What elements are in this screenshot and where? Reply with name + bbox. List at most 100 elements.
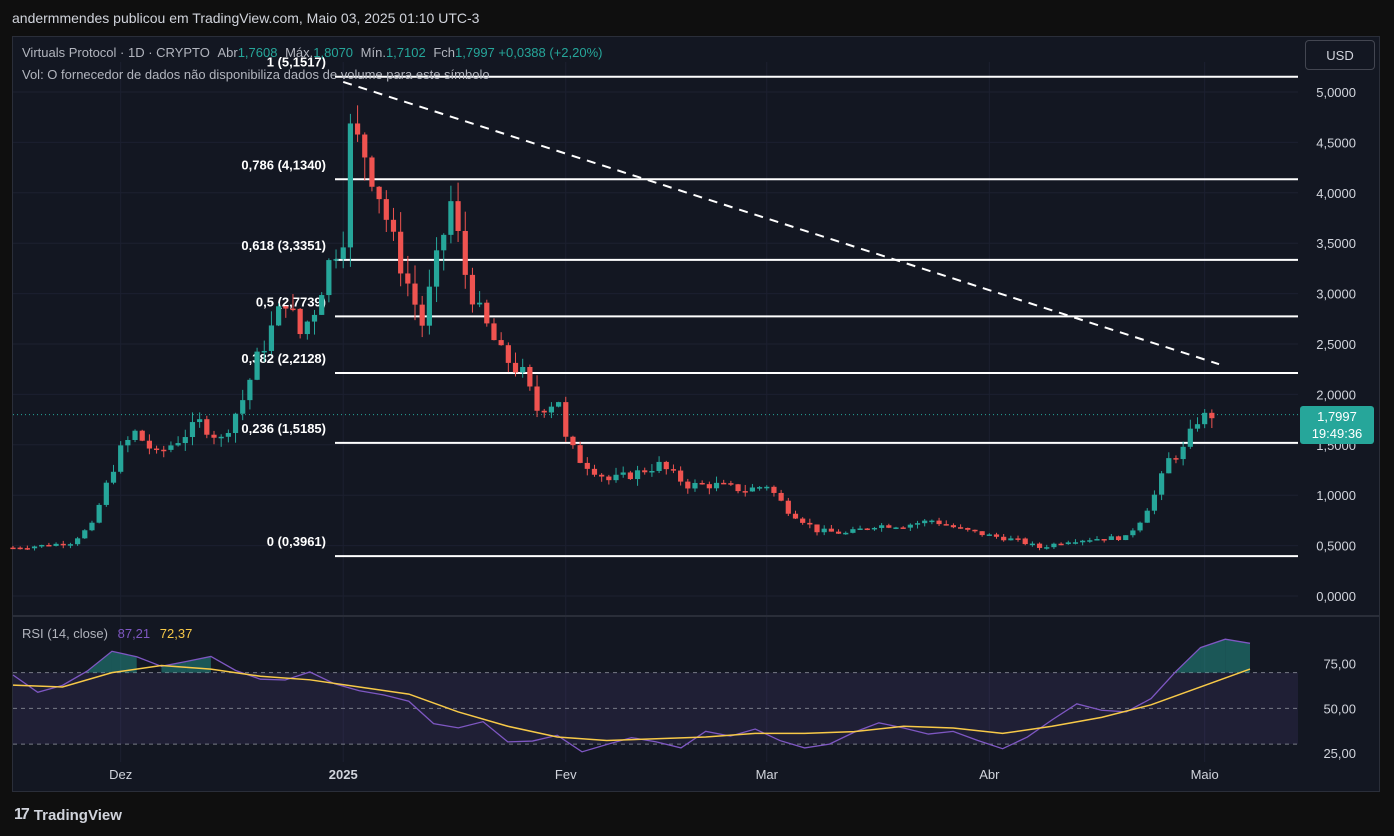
candle-body xyxy=(512,362,519,373)
candle-body xyxy=(405,273,411,284)
candle-body xyxy=(103,482,109,505)
close-value: 1,7997 xyxy=(455,45,495,60)
candle-body xyxy=(577,445,583,463)
last-price-value: 1,7997 xyxy=(1317,409,1357,424)
rsi-overbought-fill xyxy=(1225,639,1250,673)
candle-body xyxy=(1159,473,1165,495)
rsi-overbought-fill xyxy=(111,651,137,673)
time-tick-label: Fev xyxy=(555,767,577,782)
price-tick-label: 5,0000 xyxy=(1316,85,1356,100)
candle-body xyxy=(835,531,842,534)
candle-body xyxy=(936,520,942,525)
candle-body xyxy=(462,230,468,275)
candle-body xyxy=(297,308,303,335)
candle-body xyxy=(175,443,181,446)
candle-body xyxy=(742,491,748,493)
candle-body xyxy=(189,422,196,438)
candle-body xyxy=(17,547,23,550)
candle-body xyxy=(383,199,389,220)
time-tick-label: Mar xyxy=(756,767,779,782)
low-value: 1,7102 xyxy=(385,45,426,60)
candle-body xyxy=(821,528,827,533)
countdown-timer: 19:49:36 xyxy=(1311,426,1363,441)
candle-body xyxy=(1144,510,1150,523)
candle-body xyxy=(678,470,684,482)
candle-body xyxy=(792,513,799,519)
candle-body xyxy=(929,520,935,523)
candle-body xyxy=(1036,543,1043,548)
price-tick-label: 4,5000 xyxy=(1316,135,1356,150)
candle-body xyxy=(505,345,511,363)
candle-body xyxy=(965,527,971,530)
candle-body xyxy=(1051,543,1057,548)
tradingview-logo-icon: 17 xyxy=(14,806,30,823)
rsi-legend[interactable]: RSI (14, close) 87,21 72,37 xyxy=(22,626,192,641)
candle-body xyxy=(247,379,253,401)
candle-body xyxy=(197,419,203,423)
candle-body xyxy=(53,543,59,546)
candle-body xyxy=(900,527,906,529)
candle-body xyxy=(67,544,74,546)
candle-body xyxy=(1108,536,1114,540)
candle-body xyxy=(1151,494,1158,511)
candle-body xyxy=(469,274,476,305)
candle-body xyxy=(785,500,791,514)
candle-body xyxy=(950,525,957,528)
candle-body xyxy=(340,247,346,260)
candle-body xyxy=(182,437,188,444)
candle-body xyxy=(986,534,992,536)
candle-body xyxy=(534,386,540,411)
candle-body xyxy=(1202,412,1208,425)
candle-body xyxy=(1044,547,1050,549)
candle-body xyxy=(376,186,382,200)
ohlc-legend: Virtuals Protocol · 1D · CRYPTO Abr1,760… xyxy=(22,45,602,60)
candle-body xyxy=(1101,539,1107,541)
candle-body xyxy=(168,445,174,450)
time-tick-label: Abr xyxy=(979,767,1000,782)
fib-level-label: 0,5 (2,7739) xyxy=(256,294,326,309)
candle-body xyxy=(491,323,497,341)
candle-body xyxy=(484,302,490,324)
dashed-trendline xyxy=(342,80,1220,366)
candle-body xyxy=(1072,542,1079,544)
candle-body xyxy=(211,434,217,438)
candle-body xyxy=(24,548,30,550)
candle-body xyxy=(756,487,763,489)
candle-body xyxy=(441,234,447,251)
candle-body xyxy=(254,351,260,380)
candle-body xyxy=(541,410,547,413)
candle-body xyxy=(649,470,655,473)
candle-body xyxy=(1008,538,1014,541)
candle-body xyxy=(656,461,662,471)
candle-body xyxy=(82,530,88,539)
candle-body xyxy=(1173,458,1179,460)
candle-body xyxy=(60,543,66,546)
candle-body xyxy=(943,524,949,526)
footer-brand[interactable]: 17 TradingView xyxy=(14,806,122,824)
candle-body xyxy=(498,340,504,346)
candle-body xyxy=(778,492,784,501)
candle-body xyxy=(412,283,418,305)
rsi-tick-label: 25,00 xyxy=(1323,746,1356,761)
chart-frame[interactable] xyxy=(12,36,1380,792)
candle-body xyxy=(311,314,318,322)
candle-body xyxy=(735,484,741,492)
candle-body xyxy=(132,430,138,440)
candle-body xyxy=(369,157,375,187)
candle-body xyxy=(972,529,978,532)
candle-body xyxy=(1166,458,1172,474)
candle-body xyxy=(110,471,117,483)
candle-body xyxy=(204,419,210,435)
candle-body xyxy=(1123,535,1129,541)
rsi-line xyxy=(12,638,1251,753)
time-tick-label: Maio xyxy=(1191,767,1219,782)
candle-body xyxy=(555,402,562,407)
candle-body xyxy=(692,482,698,489)
candle-body xyxy=(304,321,310,335)
currency-button[interactable]: USD xyxy=(1305,40,1375,70)
candle-body xyxy=(146,440,152,449)
rsi-ma-value: 72,37 xyxy=(159,626,193,641)
candle-body xyxy=(89,522,95,531)
volume-note: Vol: O fornecedor de dados não disponibi… xyxy=(22,67,490,82)
